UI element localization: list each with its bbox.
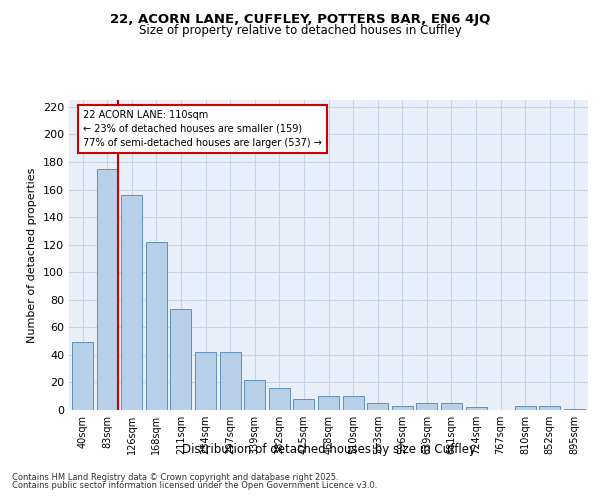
Bar: [343, 396, 364, 410]
Bar: [318, 396, 339, 410]
Text: Size of property relative to detached houses in Cuffley: Size of property relative to detached ho…: [139, 24, 461, 37]
Text: Distribution of detached houses by size in Cuffley: Distribution of detached houses by size …: [182, 442, 476, 456]
Bar: [441, 403, 462, 410]
Bar: [539, 406, 560, 410]
Bar: [220, 352, 241, 410]
Text: Contains public sector information licensed under the Open Government Licence v3: Contains public sector information licen…: [12, 481, 377, 490]
Bar: [416, 403, 437, 410]
Bar: [515, 406, 536, 410]
Text: Contains HM Land Registry data © Crown copyright and database right 2025.: Contains HM Land Registry data © Crown c…: [12, 472, 338, 482]
Bar: [97, 169, 118, 410]
Y-axis label: Number of detached properties: Number of detached properties: [28, 168, 37, 342]
Bar: [195, 352, 216, 410]
Bar: [564, 408, 585, 410]
Bar: [293, 399, 314, 410]
Bar: [466, 407, 487, 410]
Bar: [170, 310, 191, 410]
Text: 22 ACORN LANE: 110sqm
← 23% of detached houses are smaller (159)
77% of semi-det: 22 ACORN LANE: 110sqm ← 23% of detached …: [83, 110, 322, 148]
Bar: [244, 380, 265, 410]
Bar: [72, 342, 93, 410]
Bar: [269, 388, 290, 410]
Bar: [367, 403, 388, 410]
Bar: [121, 195, 142, 410]
Bar: [392, 406, 413, 410]
Bar: [146, 242, 167, 410]
Text: 22, ACORN LANE, CUFFLEY, POTTERS BAR, EN6 4JQ: 22, ACORN LANE, CUFFLEY, POTTERS BAR, EN…: [110, 12, 490, 26]
